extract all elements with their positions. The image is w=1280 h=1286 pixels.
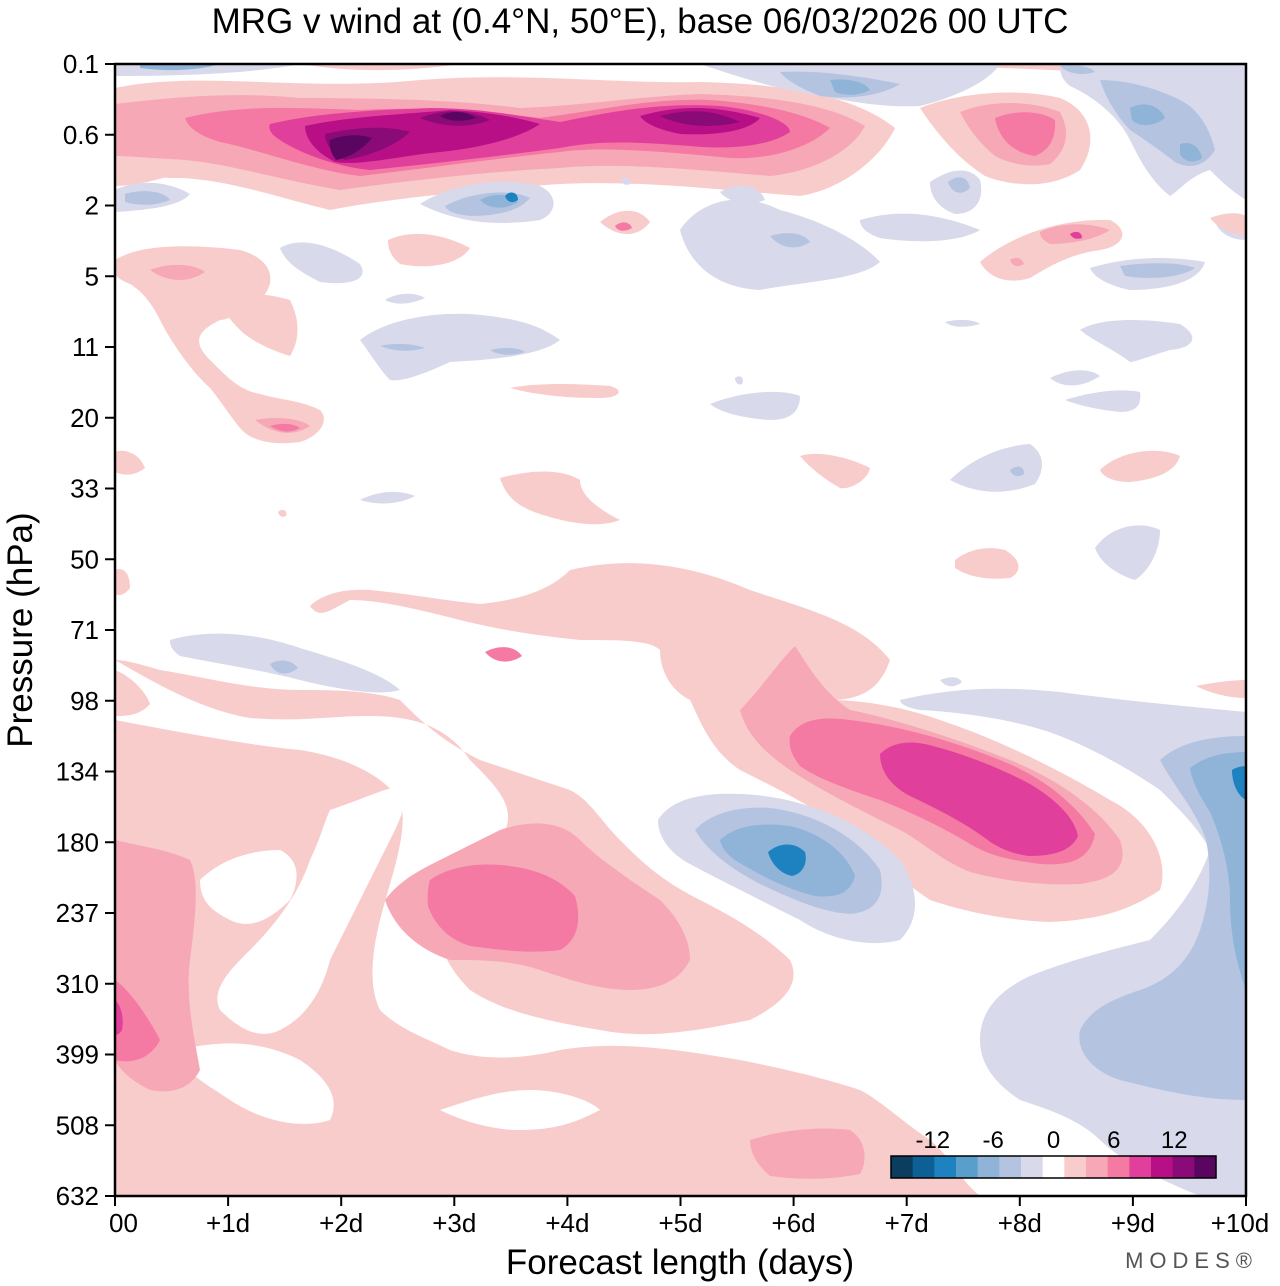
x-tick-label: +7d xyxy=(885,1208,929,1238)
colorbar-tick-label: 12 xyxy=(1161,1127,1188,1154)
colorbar-swatch xyxy=(1064,1156,1087,1178)
colorbar-tick-label: 6 xyxy=(1107,1127,1120,1154)
x-tick-label: +2d xyxy=(319,1208,363,1238)
upper-negative-band xyxy=(115,64,1246,223)
y-tick-label: 33 xyxy=(70,474,99,504)
colorbar-tick-label: 0 xyxy=(1047,1127,1060,1154)
colorbar-swatch xyxy=(1194,1156,1217,1178)
colorbar-swatch xyxy=(912,1156,935,1178)
y-tick-label: 310 xyxy=(56,969,99,999)
x-tick-label: +9d xyxy=(1111,1208,1155,1238)
y-axis: 0.1 0.6 2 5 11 20 33 50 71 98 134 180 237 310 399 508 63… xyxy=(56,49,115,1211)
x-tick-label: +10d xyxy=(1211,1208,1270,1238)
x-tick-label: +8d xyxy=(998,1208,1042,1238)
y-tick-label: 98 xyxy=(70,686,99,716)
x-tick-label: +4d xyxy=(545,1208,589,1238)
colorbar-swatch xyxy=(934,1156,957,1178)
x-axis: 00 +1d +2d +3d +4d +5d +6d +7d +8d +9d +10d xyxy=(109,1196,1269,1238)
x-tick-label: +6d xyxy=(772,1208,816,1238)
x-tick-label: +3d xyxy=(432,1208,476,1238)
colorbar-frame xyxy=(890,1155,1217,1179)
mid-positive-patches xyxy=(115,210,1246,596)
y-tick-label: 50 xyxy=(70,544,99,574)
y-tick-label: 134 xyxy=(56,757,99,787)
y-tick-label: 5 xyxy=(85,261,99,291)
colorbar-swatch xyxy=(1042,1156,1065,1178)
y-tick-label: 632 xyxy=(56,1181,99,1211)
y-tick-label: 508 xyxy=(56,1110,99,1140)
colorbar-legend: -12 -6 0 6 12 xyxy=(890,1127,1217,1179)
colorbar-swatch xyxy=(1107,1156,1130,1178)
upper-positive-band xyxy=(115,64,1246,210)
colorbar-swatch xyxy=(999,1156,1022,1178)
colorbar-swatch xyxy=(891,1156,914,1178)
mid-negative-patches xyxy=(280,185,1246,580)
chart-title: MRG v wind at (0.4°N, 50°E), base 06/03/… xyxy=(211,2,1069,41)
contour-field xyxy=(115,64,1246,1196)
x-tick-label: 00 xyxy=(109,1208,138,1238)
x-tick-label: +1d xyxy=(206,1208,250,1238)
y-tick-label: 0.1 xyxy=(63,49,99,79)
y-tick-label: 20 xyxy=(70,403,99,433)
lower-positive-band xyxy=(115,563,1246,1196)
colorbar-swatch xyxy=(1151,1156,1174,1178)
colorbar-swatch xyxy=(1086,1156,1109,1178)
colorbar-tick-label: -12 xyxy=(915,1127,950,1154)
colorbar-swatch xyxy=(1172,1156,1195,1178)
y-tick-label: 2 xyxy=(85,191,99,221)
colorbar-swatch xyxy=(1021,1156,1044,1178)
y-tick-label: 11 xyxy=(72,332,99,362)
y-axis-title: Pressure (hPa) xyxy=(1,512,40,747)
modes-brand-logo: MODES® xyxy=(1125,1248,1258,1273)
x-axis-title: Forecast length (days) xyxy=(506,1243,854,1282)
lower-negative-band xyxy=(170,633,1246,1196)
x-tick-label: +5d xyxy=(658,1208,702,1238)
y-tick-label: 237 xyxy=(56,898,99,928)
y-tick-label: 0.6 xyxy=(63,120,99,150)
colorbar-swatch xyxy=(977,1156,1000,1178)
y-tick-label: 71 xyxy=(70,615,99,645)
y-tick-label: 399 xyxy=(56,1040,99,1070)
colorbar-tick-label: -6 xyxy=(982,1127,1003,1154)
colorbar-swatch xyxy=(1129,1156,1152,1178)
colorbar-swatch xyxy=(956,1156,979,1178)
y-tick-label: 180 xyxy=(56,827,99,857)
